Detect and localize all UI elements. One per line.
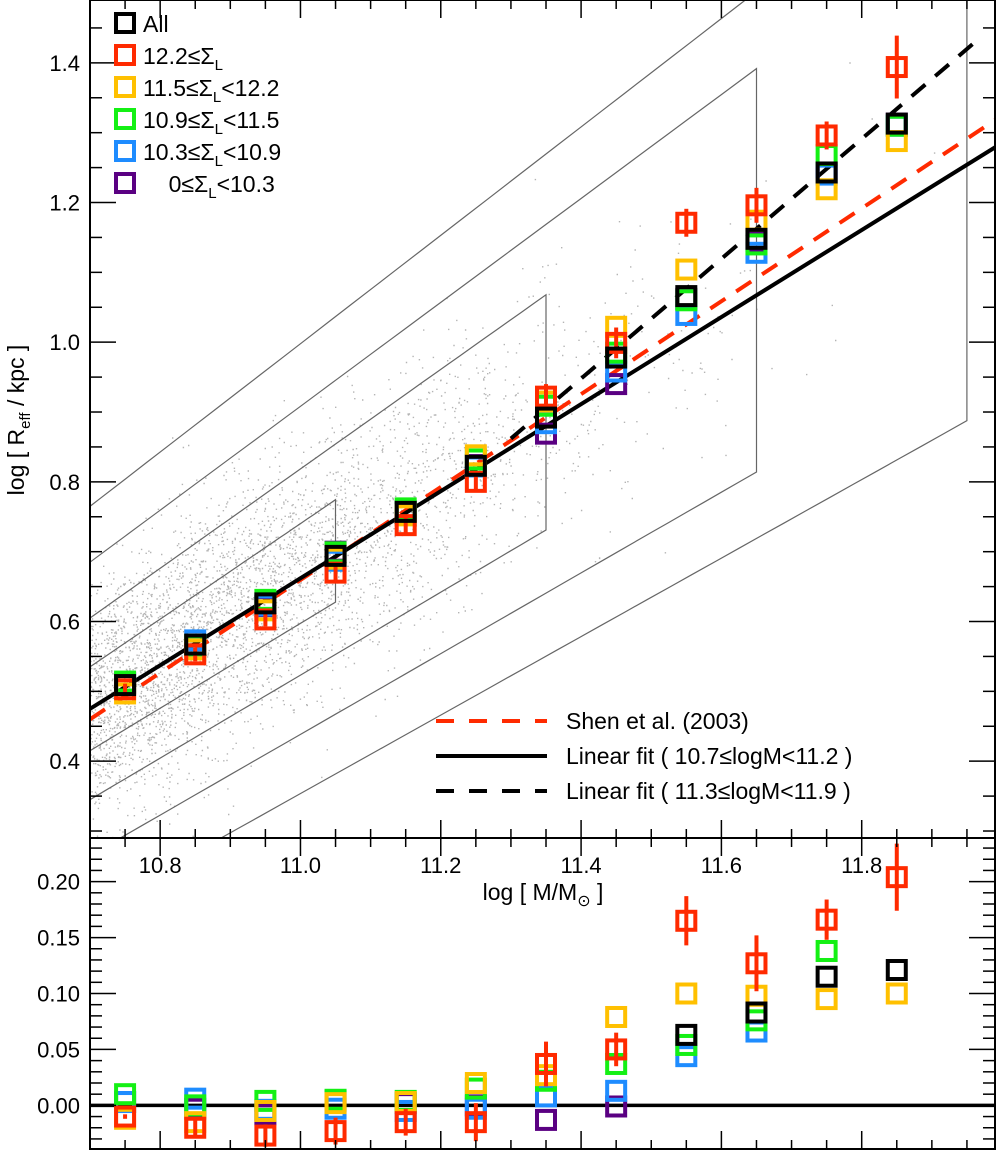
y-tick-label: 1.4 — [49, 51, 80, 76]
marker-0-6 — [535, 406, 558, 429]
residual-marker-1-1 — [184, 1116, 207, 1139]
y-axis-label: log [ Reff / kpc ] — [3, 345, 34, 496]
residual-marker-3-0 — [114, 1083, 137, 1106]
marker-2-8 — [675, 258, 698, 281]
residual-marker-4-7 — [605, 1079, 628, 1102]
y-tick-label: 1.0 — [49, 330, 80, 355]
residual-marker-1-6 — [535, 1052, 558, 1075]
residual-marker-1-9 — [745, 952, 768, 975]
legend-line-label-2: Linear fit ( 11.3≤logM<11.9 ) — [566, 778, 851, 804]
x-tick-label: 11.8 — [841, 853, 882, 878]
residual-marker-4-6 — [535, 1085, 558, 1108]
x-tick-label: 11.0 — [280, 853, 321, 878]
marker-0-2 — [254, 592, 277, 615]
legend-label-2: 11.5≤ΣL<12.2 — [143, 75, 279, 106]
top-panel: 0.4 0.6 0.8 1.0 1.2 1.4 log [ Reff / kpc ] Al… — [3, 0, 996, 839]
bottom-axes: 0.00 0.05 0.10 0.15 0.20 10.8 11.0 11.2 11.4 11.6… — [37, 837, 996, 1150]
marker-0-5 — [464, 454, 487, 477]
contour-level-1 — [90, 498, 337, 752]
y-tick-label: 0.00 — [37, 1093, 80, 1118]
marker-1-8 — [675, 211, 698, 234]
legend-marker-4 — [114, 140, 136, 162]
legend-label-3: 10.9≤ΣL<11.5 — [143, 107, 279, 138]
contour-level-4 — [90, 0, 968, 838]
legend-marker-5 — [114, 172, 136, 194]
marker-0-4 — [394, 500, 417, 523]
residual-marker-0-8 — [675, 1023, 698, 1046]
fit-line-3 — [509, 35, 983, 441]
legend-marker-1 — [114, 44, 136, 66]
legend-marker-3 — [114, 108, 136, 130]
y-tick-label: 0.6 — [49, 610, 80, 635]
y-tick-label: 0.4 — [49, 749, 80, 774]
residual-marker-1-0 — [114, 1105, 137, 1128]
marker-0-0 — [114, 674, 137, 697]
residual-marker-1-4 — [394, 1111, 417, 1134]
residual-marker-2-3 — [324, 1092, 347, 1115]
residual-marker-2-2 — [254, 1099, 277, 1122]
marker-1-7 — [605, 331, 628, 354]
y-tick-label: 0.8 — [49, 470, 80, 495]
residual-marker-1-7 — [605, 1038, 628, 1061]
y-tick-label: 0.20 — [37, 870, 80, 895]
residual-marker-5-6 — [535, 1108, 558, 1131]
legend-marker-0 — [114, 12, 136, 34]
marker-0-7 — [605, 346, 628, 369]
marker-0-3 — [324, 544, 347, 567]
marker-0-9 — [745, 227, 768, 250]
residual-marker-2-7 — [605, 1005, 628, 1028]
legend-label-5: 0≤ΣL<10.3 — [143, 171, 275, 202]
legend-markers: All 12.2≤ΣL11.5≤ΣL<12.210.9≤ΣL<11.510.3≤Σ… — [114, 11, 281, 202]
residual-marker-5-7 — [605, 1095, 628, 1118]
legend-line-label-0: Shen et al. (2003) — [566, 708, 749, 734]
marker-1-10 — [815, 124, 838, 147]
marker-0-10 — [815, 161, 838, 184]
y-tick-label: 0.05 — [37, 1037, 80, 1062]
marker-5-7 — [605, 373, 628, 396]
residual-marker-2-5 — [464, 1071, 487, 1094]
y-tick-label: 0.10 — [37, 982, 80, 1007]
contour-level-2 — [90, 293, 547, 801]
residual-marker-2-10 — [815, 988, 838, 1011]
residual-marker-3-10 — [815, 939, 838, 962]
contour-level-3 — [90, 67, 758, 838]
residual-marker-2-8 — [675, 982, 698, 1005]
residual-marker-1-11 — [885, 866, 908, 889]
x-axis-label: log [ M/M⊙ ] — [483, 879, 604, 910]
y-tick-label: 0.15 — [37, 926, 80, 951]
residual-marker-0-9 — [745, 1001, 768, 1024]
residual-marker-0-11 — [885, 959, 908, 982]
x-tick-label: 11.6 — [701, 853, 742, 878]
marker-1-6 — [535, 385, 558, 408]
x-tick-label: 11.2 — [420, 853, 461, 878]
legend-label-4: 10.3≤ΣL<10.9 — [143, 139, 281, 170]
marker-1-11 — [885, 56, 908, 79]
residual-points — [114, 843, 908, 1147]
marker-1-9 — [745, 194, 768, 217]
legend-line-label-1: Linear fit ( 10.7≤logM<11.2 ) — [566, 743, 852, 769]
legend-label-0: All — [143, 11, 169, 37]
residual-marker-1-5 — [464, 1111, 487, 1134]
x-tick-label: 10.8 — [139, 853, 182, 878]
data-points — [114, 35, 908, 705]
residual-marker-1-8 — [675, 909, 698, 932]
residual-marker-2-11 — [885, 982, 908, 1005]
marker-0-8 — [675, 285, 698, 308]
residual-marker-1-10 — [815, 908, 838, 931]
legend-marker-2 — [114, 76, 136, 98]
y-tick-label: 1.2 — [49, 191, 80, 216]
fit-line-1 — [90, 118, 995, 721]
marker-1-4 — [394, 514, 417, 537]
legend-lines: Shen et al. (2003) Linear fit ( 10.7≤logM… — [436, 708, 852, 804]
residual-marker-0-10 — [815, 965, 838, 988]
x-tick-label: 11.4 — [560, 853, 601, 878]
legend-label-1: 12.2≤ΣL — [143, 43, 223, 74]
density-contours — [90, 0, 968, 838]
marker-0-1 — [184, 633, 207, 656]
marker-0-11 — [885, 112, 908, 135]
residual-marker-4-8 — [675, 1045, 698, 1068]
residual-marker-4-9 — [745, 1020, 768, 1043]
bottom-panel: 0.00 0.05 0.10 0.15 0.20 10.8 11.0 11.2 11.4 11.6… — [37, 837, 996, 1150]
